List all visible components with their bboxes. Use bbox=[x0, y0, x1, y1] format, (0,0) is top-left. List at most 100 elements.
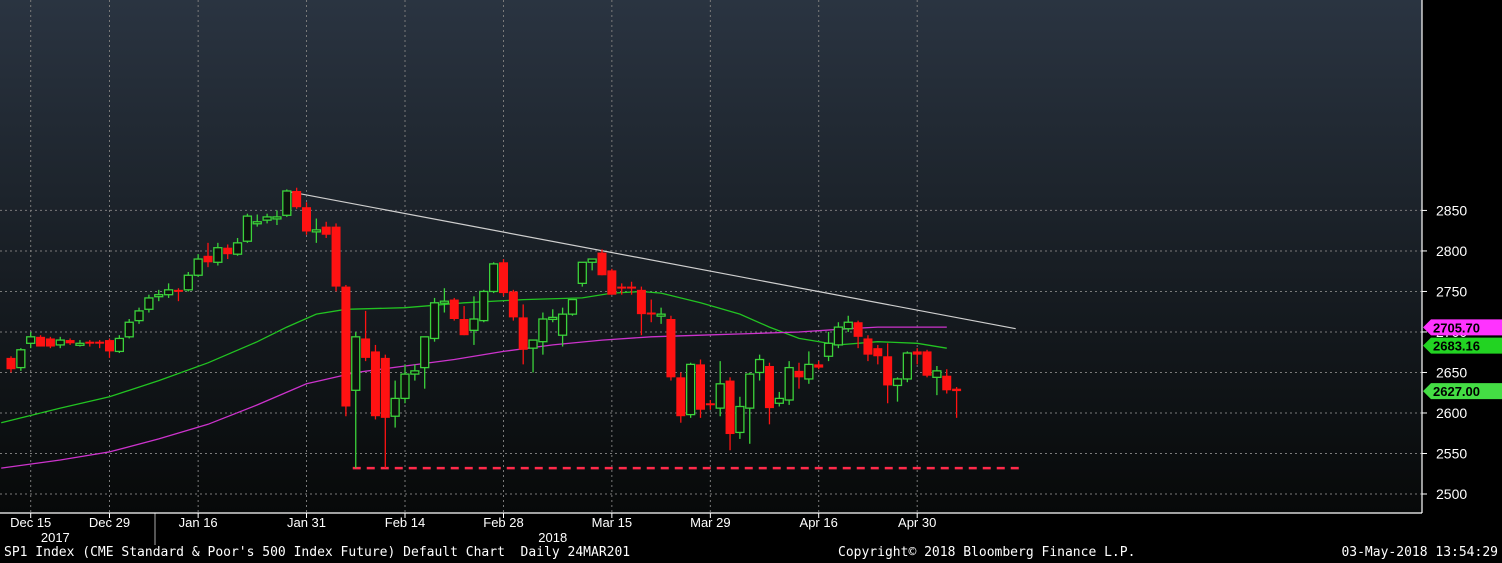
candle bbox=[45, 336, 55, 349]
candle-body bbox=[439, 300, 450, 304]
candle bbox=[341, 284, 351, 417]
candle bbox=[429, 297, 440, 342]
candle bbox=[892, 377, 903, 402]
candle bbox=[587, 258, 597, 271]
candle bbox=[774, 391, 784, 407]
candle bbox=[272, 210, 282, 226]
candle bbox=[16, 348, 26, 371]
candle-body bbox=[863, 338, 873, 355]
candle-body bbox=[469, 318, 479, 331]
y-tick-label: 2500 bbox=[1436, 486, 1467, 502]
candle-body bbox=[883, 356, 893, 386]
candle bbox=[302, 202, 311, 235]
candle bbox=[105, 338, 114, 358]
x-tick-label: Dec 15 bbox=[10, 515, 51, 530]
candle-body bbox=[902, 352, 912, 380]
candle-body bbox=[183, 274, 193, 291]
footer-timestamp: 03-May-2018 13:54:29 bbox=[1341, 545, 1498, 560]
candle-body bbox=[567, 298, 578, 315]
candle-body bbox=[65, 340, 75, 344]
candle-body bbox=[420, 336, 430, 369]
x-tick-label: Mar 29 bbox=[690, 515, 730, 530]
candle bbox=[370, 344, 380, 420]
moving-average-green bbox=[1, 290, 947, 424]
x-tick-label: Jan 16 bbox=[179, 515, 218, 530]
candle-body bbox=[282, 190, 292, 216]
candle bbox=[557, 307, 568, 347]
candle-body bbox=[508, 291, 518, 318]
candle-body bbox=[538, 318, 548, 343]
x-tick-label: Feb 28 bbox=[483, 515, 523, 530]
candle-body bbox=[557, 313, 568, 336]
candle-body bbox=[370, 351, 380, 417]
candle bbox=[577, 261, 587, 287]
candle bbox=[764, 362, 774, 425]
candle-body bbox=[577, 261, 587, 285]
price-tags: 2705.70 2683.16 2627.00 bbox=[1423, 319, 1502, 400]
candle-body bbox=[351, 336, 361, 391]
candle-body bbox=[627, 286, 637, 289]
candle-body bbox=[134, 310, 144, 322]
candle-body bbox=[784, 366, 794, 401]
candle bbox=[725, 377, 735, 451]
plot-background bbox=[0, 0, 1422, 513]
candle bbox=[696, 359, 705, 418]
candle bbox=[439, 288, 450, 313]
candle bbox=[627, 281, 637, 295]
candle bbox=[400, 364, 410, 404]
candle bbox=[331, 223, 341, 292]
candle-body bbox=[794, 370, 804, 378]
candle-body bbox=[114, 337, 124, 353]
candle bbox=[952, 387, 962, 418]
candle-body bbox=[154, 294, 164, 298]
candle-body bbox=[932, 370, 942, 378]
x-tick-label: Apr 30 bbox=[898, 515, 936, 530]
year-label: 2018 bbox=[538, 530, 567, 545]
candle bbox=[518, 304, 528, 365]
candle bbox=[193, 254, 203, 277]
candle bbox=[646, 299, 656, 323]
candle bbox=[784, 361, 794, 405]
candle bbox=[863, 335, 873, 362]
candle bbox=[173, 288, 183, 302]
candle bbox=[124, 319, 134, 339]
candle bbox=[351, 331, 361, 469]
candle bbox=[242, 213, 253, 243]
price-tag: 2627.00 bbox=[1423, 383, 1502, 400]
candle bbox=[252, 214, 262, 227]
y-tick-label: 2850 bbox=[1436, 202, 1467, 218]
candle bbox=[144, 294, 154, 313]
candle-body bbox=[892, 378, 903, 387]
candle-body bbox=[774, 397, 784, 404]
candle bbox=[95, 340, 105, 349]
y-tick-label: 2800 bbox=[1436, 243, 1467, 259]
candle bbox=[676, 372, 686, 423]
candle-body bbox=[528, 339, 538, 349]
candle-body bbox=[380, 357, 390, 418]
candle bbox=[36, 335, 46, 347]
candle-body bbox=[479, 290, 489, 322]
moving-averages bbox=[1, 290, 947, 469]
x-tick-label: Jan 31 bbox=[287, 515, 326, 530]
candle-body bbox=[843, 321, 853, 330]
candle bbox=[311, 218, 322, 243]
candle-body bbox=[400, 373, 410, 400]
candle-body bbox=[36, 336, 46, 347]
candle bbox=[410, 364, 420, 381]
price-tag-label: 2627.00 bbox=[1433, 384, 1480, 399]
candle bbox=[823, 331, 834, 362]
candle-body bbox=[853, 322, 863, 337]
price-tag-label: 2705.70 bbox=[1433, 320, 1480, 335]
candle bbox=[833, 322, 844, 349]
candle bbox=[636, 286, 646, 336]
candle-body bbox=[607, 270, 617, 295]
candle-body bbox=[203, 255, 213, 263]
price-tag-label: 2683.16 bbox=[1433, 339, 1480, 354]
candle bbox=[686, 362, 696, 418]
candle-body bbox=[587, 258, 597, 263]
candle bbox=[163, 283, 174, 298]
candle bbox=[548, 309, 558, 323]
candle-body bbox=[764, 365, 774, 409]
candle bbox=[538, 312, 548, 355]
